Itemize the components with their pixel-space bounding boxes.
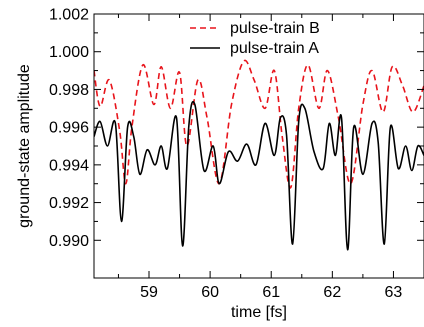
y-tick-label: 1.002 bbox=[49, 7, 89, 24]
x-tick-label: 60 bbox=[201, 284, 219, 301]
y-axis-label: ground-state amplitude bbox=[16, 64, 33, 228]
x-tick-label: 63 bbox=[385, 284, 403, 301]
x-tick-label: 59 bbox=[140, 284, 158, 301]
x-axis-label: time [fs] bbox=[231, 304, 287, 321]
y-tick-label: 1.000 bbox=[49, 44, 89, 61]
y-tick-label: 0.996 bbox=[49, 120, 89, 137]
x-axis: 59 60 61 62 63 bbox=[117, 14, 424, 301]
legend-label: pulse-train A bbox=[230, 40, 319, 57]
x-tick-label: 62 bbox=[323, 284, 341, 301]
series-line-pulse-train-b bbox=[94, 59, 424, 189]
legend-label: pulse-train B bbox=[230, 20, 320, 37]
y-tick-label: 0.992 bbox=[49, 195, 89, 212]
series-line-pulse-train-a bbox=[94, 100, 424, 251]
x-tick-label: 61 bbox=[262, 284, 280, 301]
y-tick-label: 0.990 bbox=[49, 233, 89, 250]
y-tick-label: 0.994 bbox=[49, 157, 89, 174]
y-tick-label: 0.998 bbox=[49, 82, 89, 99]
y-axis: 0.990 0.992 0.994 0.996 0.998 1.000 1.002 bbox=[49, 7, 424, 250]
legend: pulse-train B pulse-train A bbox=[190, 20, 320, 57]
plot-area bbox=[94, 59, 424, 251]
